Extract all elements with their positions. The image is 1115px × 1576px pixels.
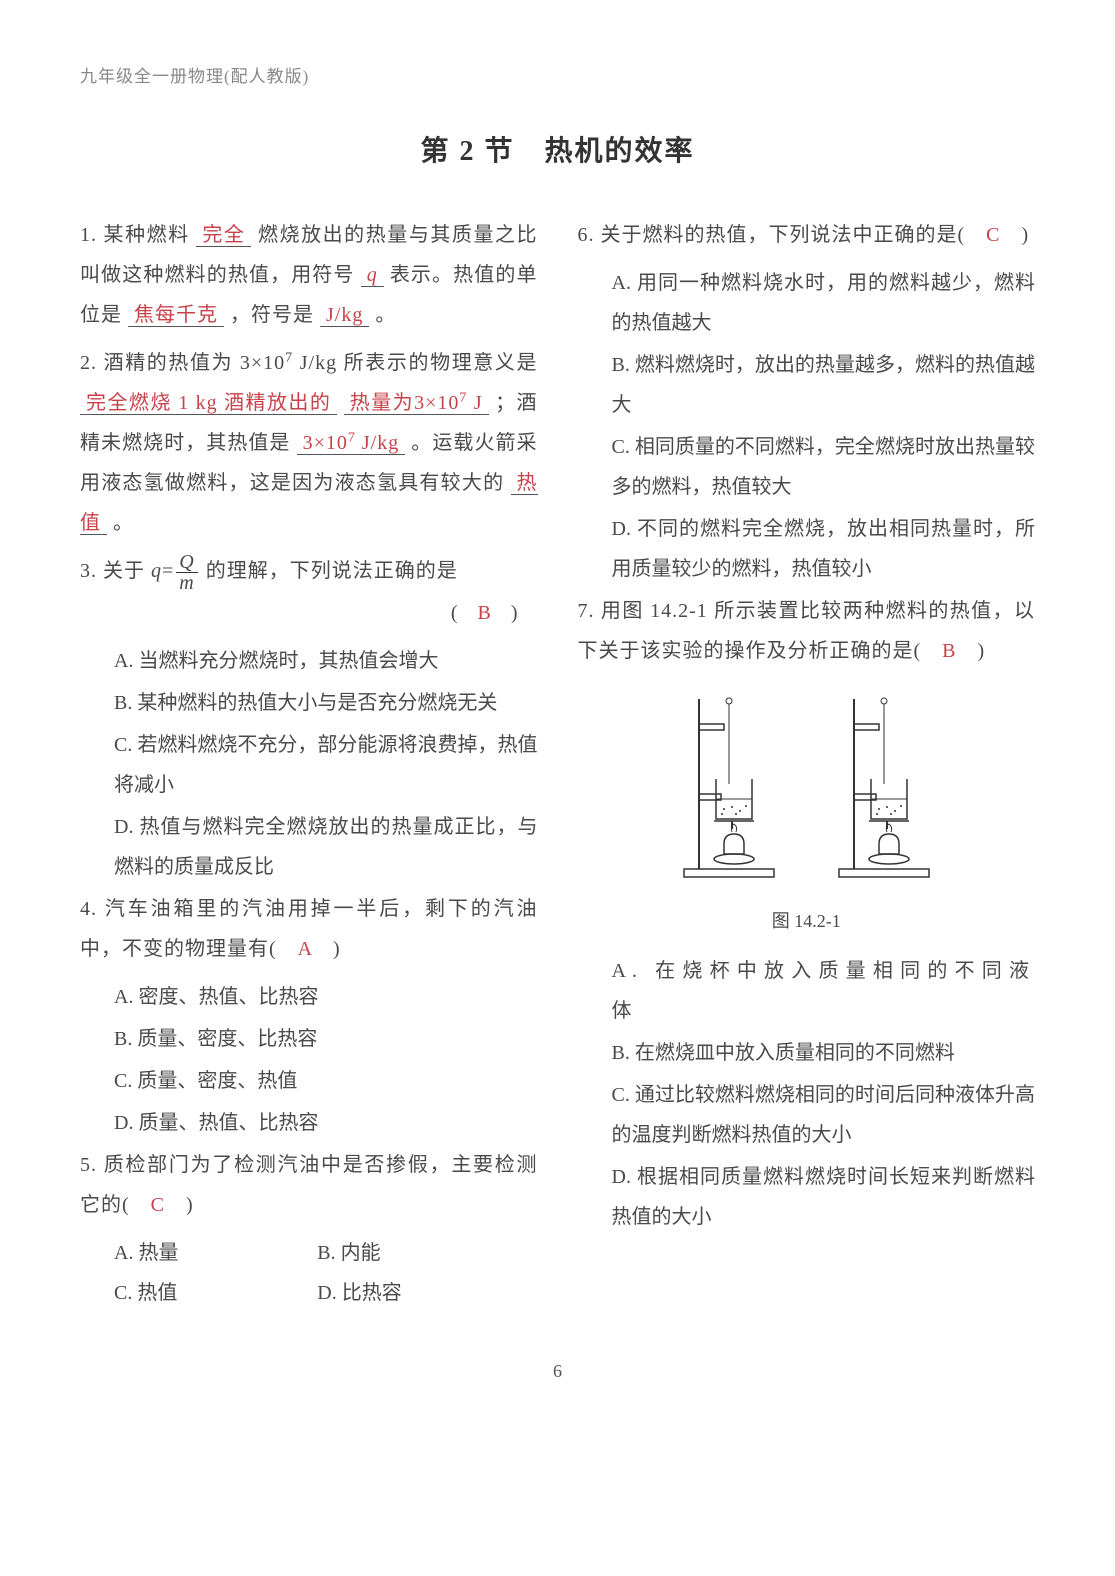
question-3: 3. 关于 q=Qm 的理解，下列说法正确的是 ( B ) <box>80 551 538 633</box>
q7-options: A. 在烧杯中放入质量相同的不同液体 B. 在燃烧皿中放入质量相同的不同燃料 C… <box>578 951 1036 1237</box>
q6-close: ) <box>1022 224 1030 246</box>
q6-option-d: D. 不同的燃料完全燃烧，放出相同热量时，所用质量较少的燃料，热值较小 <box>612 509 1036 589</box>
q1-text: ，符号是 <box>230 304 314 326</box>
q1-blank-4: J/kg <box>320 304 369 327</box>
q3-option-d: D. 热值与燃料完全燃烧放出的热量成正比，与燃料的质量成反比 <box>114 807 538 887</box>
q7-close: ) <box>978 640 986 662</box>
q5-close: ) <box>186 1194 194 1216</box>
q5-text: 5. 质检部门为了检测汽油中是否掺假，主要检测它的( <box>80 1154 538 1216</box>
q4-options: A. 密度、热值、比热容 B. 质量、密度、比热容 C. 质量、密度、热值 D.… <box>80 977 538 1143</box>
q6-options: A. 用同一种燃料烧水时，用的燃料越少，燃料的热值越大 B. 燃料燃烧时，放出的… <box>578 263 1036 589</box>
q5-answer: C <box>151 1194 165 1216</box>
q3-option-a: A. 当燃料充分燃烧时，其热值会增大 <box>114 641 538 681</box>
q4-answer: A <box>298 938 312 960</box>
q6-option-a: A. 用同一种燃料烧水时，用的燃料越少，燃料的热值越大 <box>612 263 1036 343</box>
q4-option-c: C. 质量、密度、热值 <box>114 1061 538 1101</box>
q7-option-d: D. 根据相同质量燃料燃烧时间长短来判断燃料热值的大小 <box>612 1157 1036 1237</box>
q7-option-c: C. 通过比较燃料燃烧相同的时间后同种液体升高的温度判断燃料热值的大小 <box>612 1075 1036 1155</box>
q1-blank-2: q <box>361 264 384 287</box>
apparatus-right-icon <box>829 689 939 879</box>
apparatus-left-icon <box>674 689 784 879</box>
q5-option-a: A. 热量 <box>114 1233 317 1273</box>
q6-answer: C <box>986 224 1000 246</box>
q5-option-b: B. 内能 <box>317 1233 520 1273</box>
q5-options: A. 热量B. 内能 C. 热值D. 比热容 <box>80 1233 538 1313</box>
q3-answer: B <box>477 602 490 624</box>
q3-fraction: Qm <box>176 552 197 593</box>
figure-caption: 图 14.2-1 <box>578 903 1036 939</box>
q5-option-c: C. 热值 <box>114 1273 317 1313</box>
q4-option-d: D. 质量、热值、比热容 <box>114 1103 538 1143</box>
q3-lhs: q <box>151 560 162 582</box>
q2-text: 2. 酒精的热值为 3×10 <box>80 352 285 374</box>
q7-option-b: B. 在燃烧皿中放入质量相同的不同燃料 <box>612 1033 1036 1073</box>
q3-options: A. 当燃料充分燃烧时，其热值会增大 B. 某种燃料的热值大小与是否充分燃烧无关… <box>80 641 538 887</box>
q2-blank-1b: 热量为3×107 J <box>344 392 489 415</box>
q2-text: J/kg 所表示的物理意义是 <box>300 352 538 374</box>
q1-blank-1: 完全 <box>196 224 251 247</box>
section-title: 第 2 节 热机的效率 <box>80 124 1035 180</box>
q6-text: 6. 关于燃料的热值，下列说法中正确的是( <box>578 224 966 246</box>
q3-option-b: B. 某种燃料的热值大小与是否充分燃烧无关 <box>114 683 538 723</box>
q1-text: 1. 某种燃料 <box>80 224 190 246</box>
q7-option-a: A. 在烧杯中放入质量相同的不同液体 <box>612 951 1036 1031</box>
content-columns: 1. 某种燃料 完全 燃烧放出的热量与其质量之比叫做这种燃料的热值，用符号 q … <box>80 215 1035 1313</box>
figure-14-2-1 <box>578 689 1036 893</box>
q4-option-b: B. 质量、密度、比热容 <box>114 1019 538 1059</box>
question-7: 7. 用图 14.2-1 所示装置比较两种燃料的热值，以下关于该实验的操作及分析… <box>578 591 1036 671</box>
question-6: 6. 关于燃料的热值，下列说法中正确的是( C ) <box>578 215 1036 255</box>
q2-text: 。 <box>113 512 134 534</box>
page-header: 九年级全一册物理(配人教版) <box>80 60 1035 94</box>
q3-text: 的理解，下列说法正确的是 <box>206 560 458 582</box>
q4-close: ) <box>333 938 341 960</box>
q6-option-c: C. 相同质量的不同燃料，完全燃烧时放出热量较多的燃料，热值较大 <box>612 427 1036 507</box>
q2-blank-2: 3×107 J/kg <box>297 432 406 455</box>
q6-option-b: B. 燃料燃烧时，放出的热量越多，燃料的热值越大 <box>612 345 1036 425</box>
left-column: 1. 某种燃料 完全 燃烧放出的热量与其质量之比叫做这种燃料的热值，用符号 q … <box>80 215 538 1313</box>
q4-option-a: A. 密度、热值、比热容 <box>114 977 538 1017</box>
question-5: 5. 质检部门为了检测汽油中是否掺假，主要检测它的( C ) <box>80 1145 538 1225</box>
q3-option-c: C. 若燃料燃烧不充分，部分能源将浪费掉，热值将减小 <box>114 725 538 805</box>
q7-answer: B <box>942 640 956 662</box>
question-1: 1. 某种燃料 完全 燃烧放出的热量与其质量之比叫做这种燃料的热值，用符号 q … <box>80 215 538 335</box>
page-number: 6 <box>80 1353 1035 1389</box>
q1-text: 。 <box>375 304 396 326</box>
right-column: 6. 关于燃料的热值，下列说法中正确的是( C ) A. 用同一种燃料烧水时，用… <box>578 215 1036 1313</box>
q2-blank-1a: 完全燃烧 1 kg 酒精放出的 <box>80 392 337 415</box>
q3-text: 3. 关于 <box>80 560 151 582</box>
q5-option-d: D. 比热容 <box>317 1273 520 1313</box>
question-4: 4. 汽车油箱里的汽油用掉一半后，剩下的汽油中，不变的物理量有( A ) <box>80 889 538 969</box>
q1-blank-3: 焦每千克 <box>128 304 224 327</box>
q7-text: 7. 用图 14.2-1 所示装置比较两种燃料的热值，以下关于该实验的操作及分析… <box>578 600 1036 662</box>
q2-exp: 7 <box>285 350 293 365</box>
question-2: 2. 酒精的热值为 3×107 J/kg 所表示的物理意义是 完全燃烧 1 kg… <box>80 343 538 543</box>
q3-answer-paren: ( B ) <box>80 593 538 633</box>
